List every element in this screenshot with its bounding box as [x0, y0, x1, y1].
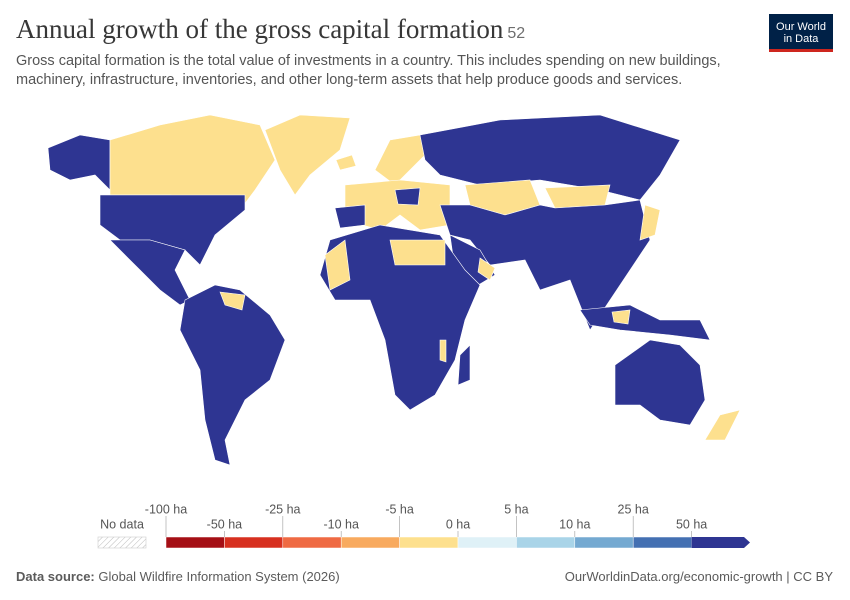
url[interactable]: OurWorldinData.org/economic-growth | CC … [564, 569, 833, 584]
no-data-swatch [97, 536, 147, 549]
legend-label: 50 ha [676, 517, 707, 531]
country[interactable] [611, 309, 631, 325]
subtitle-line: Gross capital formation is the total val… [16, 53, 721, 69]
legend-swatch [340, 536, 400, 549]
legend-label: -10 ha [323, 517, 358, 531]
no-data-label: No data [100, 517, 144, 531]
country[interactable] [319, 224, 481, 411]
country[interactable] [264, 114, 351, 196]
legend-swatch [516, 536, 576, 549]
source-label: Data source: [16, 569, 95, 584]
legend-swatch [282, 536, 342, 549]
country[interactable] [324, 239, 351, 291]
country[interactable] [544, 184, 611, 209]
country[interactable] [335, 154, 357, 171]
country[interactable] [704, 409, 741, 441]
logo[interactable]: Our World in Data [769, 14, 833, 52]
country[interactable] [579, 304, 711, 341]
country[interactable] [334, 204, 366, 229]
country[interactable] [439, 339, 447, 363]
legend: No data -100 ha -50 ha -25 ha -10 ha -5 ha 0 … [97, 502, 750, 549]
country[interactable] [47, 134, 111, 191]
country[interactable] [389, 239, 446, 266]
country[interactable] [419, 114, 681, 201]
subtitle-line: machinery, infrastructure, inventories, … [16, 72, 683, 88]
badge: 52 [507, 25, 526, 42]
legend-label: -5 ha [385, 502, 414, 516]
subtitle: Gross capital formation is the total val… [16, 52, 756, 90]
legend-label: -100 ha [145, 502, 187, 516]
country[interactable] [99, 194, 246, 266]
countries [47, 114, 741, 466]
legend-label: 0 ha [446, 517, 470, 531]
legend-swatch [165, 536, 225, 549]
legend-swatch [457, 536, 517, 549]
legend-swatch [632, 536, 692, 549]
title: Annual growth of the gross capital forma… [16, 14, 504, 44]
country[interactable] [109, 239, 191, 306]
legend-label: -25 ha [265, 502, 300, 516]
country[interactable] [457, 344, 471, 386]
source-text: Global Wildfire Information System (2026… [98, 569, 340, 584]
country[interactable] [614, 339, 706, 426]
legend-label: 5 ha [504, 502, 528, 516]
legend-label: -50 ha [207, 517, 242, 531]
country[interactable] [219, 291, 246, 311]
legend-swatch [399, 536, 459, 549]
country[interactable] [179, 284, 286, 466]
logo-line: Our World [776, 21, 826, 33]
legend-swatch [224, 536, 284, 549]
legend-swatch [691, 537, 750, 548]
legend-label: 10 ha [559, 517, 590, 531]
legend-swatch [574, 536, 634, 549]
country[interactable] [394, 187, 421, 206]
country[interactable] [477, 257, 496, 281]
source: Data source: Global Wildfire Information… [16, 569, 340, 584]
country[interactable] [639, 204, 661, 241]
title-block: Annual growth of the gross capital forma… [16, 14, 525, 45]
legend-label: 25 ha [618, 502, 649, 516]
logo-line: in Data [783, 33, 819, 45]
